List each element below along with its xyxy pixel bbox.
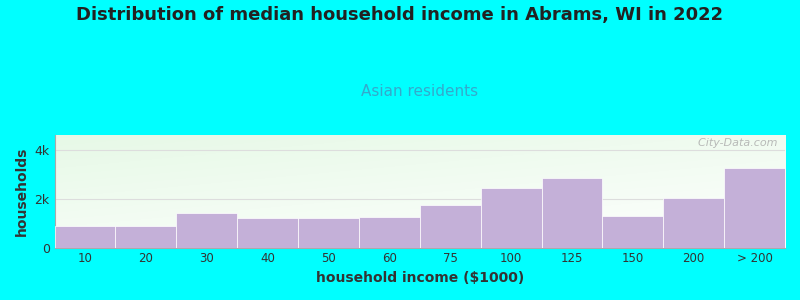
Bar bbox=[237, 218, 298, 248]
Y-axis label: households: households bbox=[15, 146, 29, 236]
Bar bbox=[602, 216, 663, 247]
Bar bbox=[724, 169, 785, 248]
Bar bbox=[359, 217, 420, 248]
Title: Asian residents: Asian residents bbox=[362, 84, 478, 99]
Text: Distribution of median household income in Abrams, WI in 2022: Distribution of median household income … bbox=[77, 6, 723, 24]
Text: City-Data.com: City-Data.com bbox=[691, 138, 778, 148]
Bar bbox=[663, 198, 724, 247]
Bar bbox=[298, 218, 359, 248]
Bar bbox=[481, 188, 542, 248]
Bar bbox=[115, 226, 176, 248]
Bar bbox=[176, 213, 237, 248]
Bar bbox=[54, 226, 115, 247]
Bar bbox=[420, 206, 481, 248]
Bar bbox=[542, 178, 602, 248]
X-axis label: household income ($1000): household income ($1000) bbox=[316, 271, 524, 285]
